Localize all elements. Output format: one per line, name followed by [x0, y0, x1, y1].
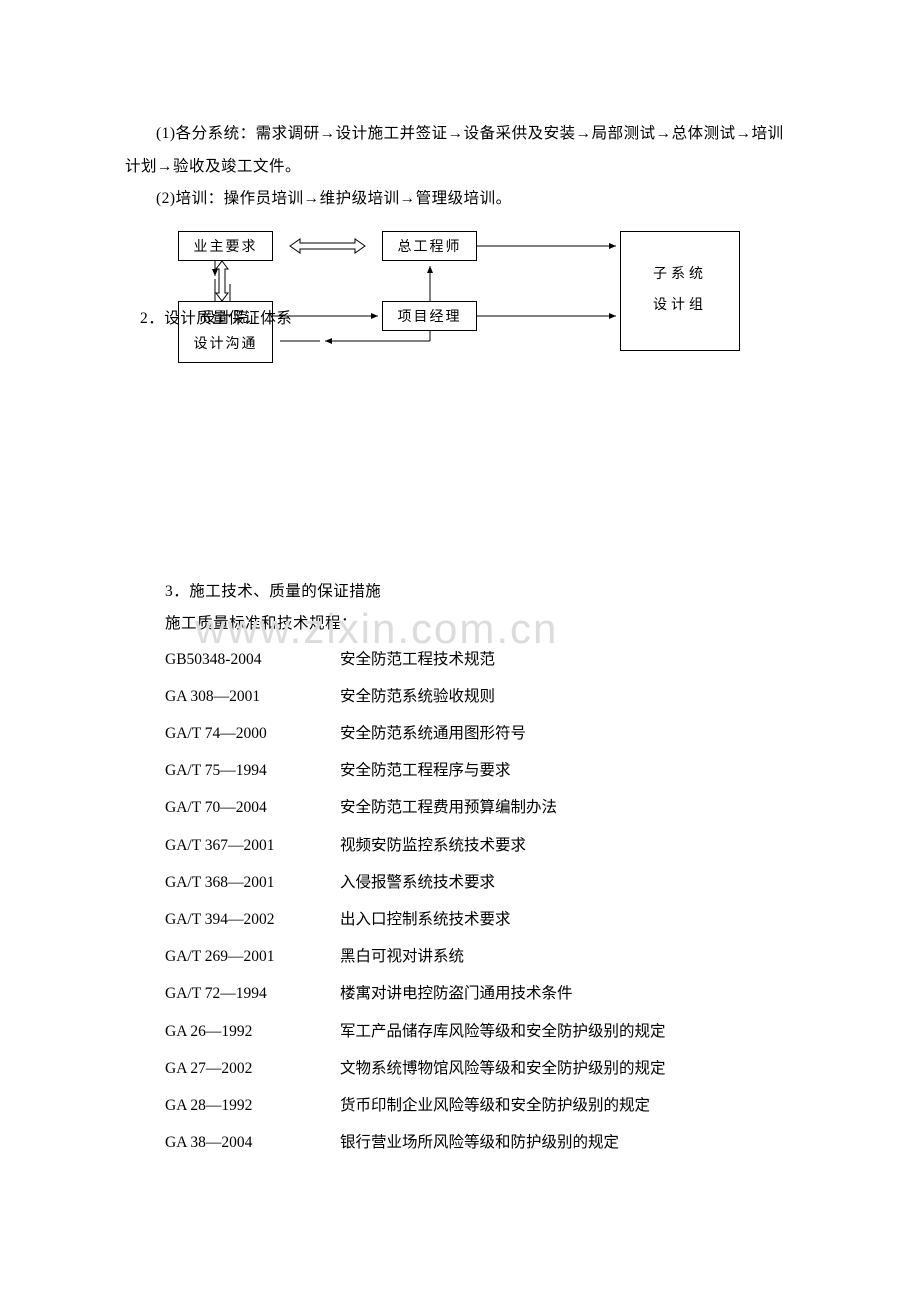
standard-row: GA 38—2004银行营业场所风险等级和防护级别的规定 [165, 1124, 795, 1161]
institute-line2: 设计沟通 [194, 332, 258, 357]
standard-code: GA 26—1992 [165, 1013, 340, 1050]
subsystem-line2: 设计组 [653, 291, 707, 322]
standard-row: GA 308—2001安全防范系统验收规则 [165, 678, 795, 715]
flowchart-node-subsystem: 子系统 设计组 [620, 231, 740, 351]
standard-row: GA 26—1992军工产品储存库风险等级和安全防护级别的规定 [165, 1013, 795, 1050]
standard-code: GA 308—2001 [165, 678, 340, 715]
flowchart-node-chief-engineer: 总工程师 [382, 231, 477, 261]
standard-row: GA/T 70—2004安全防范工程费用预算编制办法 [165, 789, 795, 826]
standard-name: 安全防范系统验收规则 [340, 678, 795, 715]
standard-row: GA/T 368—2001入侵报警系统技术要求 [165, 864, 795, 901]
standard-row: GA 27—2002文物系统博物馆风险等级和安全防护级别的规定 [165, 1050, 795, 1087]
standard-code: GA 38—2004 [165, 1124, 340, 1161]
standard-name: 军工产品储存库风险等级和安全防护级别的规定 [340, 1013, 795, 1050]
standard-row: GA/T 394—2002出入口控制系统技术要求 [165, 901, 795, 938]
standard-name: 入侵报警系统技术要求 [340, 864, 795, 901]
standard-name: 文物系统博物馆风险等级和安全防护级别的规定 [340, 1050, 795, 1087]
standard-code: GA 27—2002 [165, 1050, 340, 1087]
standard-code: GA 28—1992 [165, 1087, 340, 1124]
standards-list: GB50348-2004安全防范工程技术规范GA 308—2001安全防范系统验… [125, 641, 795, 1162]
standard-name: 黑白可视对讲系统 [340, 938, 795, 975]
subsystem-line1: 子系统 [653, 260, 707, 291]
standard-name: 货币印制企业风险等级和安全防护级别的规定 [340, 1087, 795, 1124]
standard-name: 楼寓对讲电控防盗门通用技术条件 [340, 975, 795, 1012]
standard-row: GA/T 269—2001黑白可视对讲系统 [165, 938, 795, 975]
standard-code: GA/T 75—1994 [165, 752, 340, 789]
section-2-heading-overlay: 2．设计质量保证体系 [140, 306, 292, 328]
standard-code: GA/T 72—1994 [165, 975, 340, 1012]
standard-row: GA/T 75—1994安全防范工程程序与要求 [165, 752, 795, 789]
standard-name: 安全防范工程费用预算编制办法 [340, 789, 795, 826]
standard-name: 银行营业场所风险等级和防护级别的规定 [340, 1124, 795, 1161]
standard-code: GA/T 74—2000 [165, 715, 340, 752]
flowchart-diagram: 业主要求 总工程师 项目经理 设计院 设计沟通 子系统 设计组 2．设计质量保证… [130, 221, 795, 381]
document-content: (1)各分系统：需求调研→设计施工并签证→设备采供及安装→局部测试→总体测试→培… [0, 0, 920, 1161]
section-3: 3．施工技术、质量的保证措施 施工质量标准和技术规程： GB50348-2004… [125, 576, 795, 1162]
standard-code: GA/T 269—2001 [165, 938, 340, 975]
standard-code: GA/T 368—2001 [165, 864, 340, 901]
standard-row: GA 28—1992货币印制企业风险等级和安全防护级别的规定 [165, 1087, 795, 1124]
standard-name: 安全防范系统通用图形符号 [340, 715, 795, 752]
flowchart-node-owner: 业主要求 [178, 231, 273, 261]
watermark-text: www.zixin.com.cn [195, 605, 558, 653]
flowchart-node-project-manager: 项目经理 [382, 301, 477, 331]
paragraph-2: (2)培训：操作员培训→维护级培训→管理级培训。 [125, 183, 795, 216]
standard-row: GA/T 367—2001视频安防监控系统技术要求 [165, 827, 795, 864]
standard-name: 出入口控制系统技术要求 [340, 901, 795, 938]
standard-code: GA/T 367—2001 [165, 827, 340, 864]
standard-code: GA/T 70—2004 [165, 789, 340, 826]
standard-row: GA/T 74—2000安全防范系统通用图形符号 [165, 715, 795, 752]
standard-name: 安全防范工程程序与要求 [340, 752, 795, 789]
section-3-heading: 3．施工技术、质量的保证措施 [165, 576, 795, 609]
standard-name: 视频安防监控系统技术要求 [340, 827, 795, 864]
paragraph-1: (1)各分系统：需求调研→设计施工并签证→设备采供及安装→局部测试→总体测试→培… [125, 118, 795, 183]
standard-code: GA/T 394—2002 [165, 901, 340, 938]
standard-row: GA/T 72—1994楼寓对讲电控防盗门通用技术条件 [165, 975, 795, 1012]
